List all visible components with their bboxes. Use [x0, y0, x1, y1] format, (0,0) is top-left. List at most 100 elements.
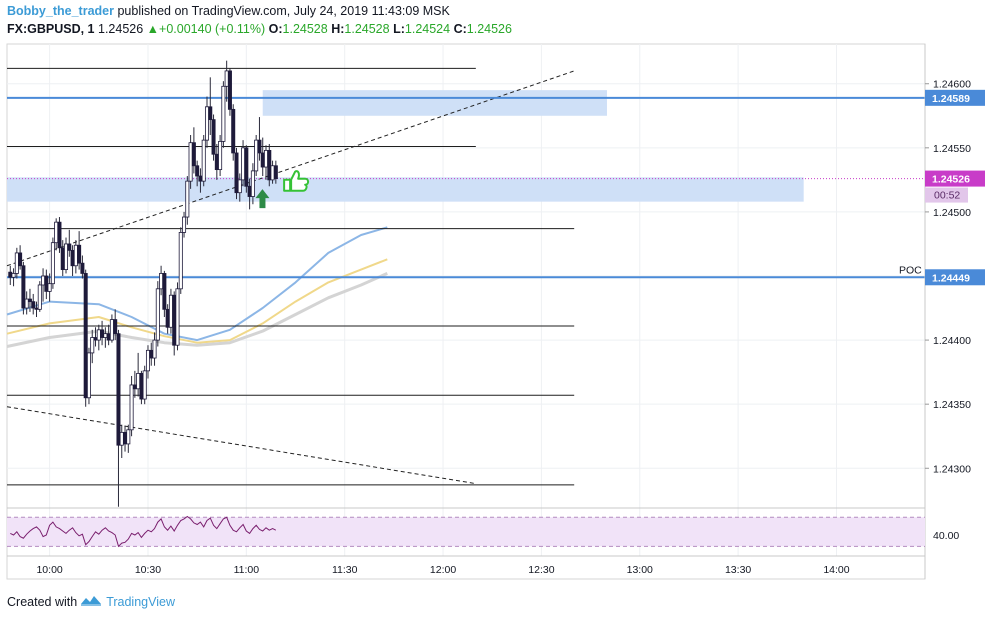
candle-body	[103, 333, 108, 338]
time-tick-label: 10:30	[135, 564, 161, 576]
candle-body	[139, 373, 144, 400]
price-axis[interactable]: 1.243001.243501.244001.244501.245001.245…	[924, 44, 985, 579]
price-change: +0.00140 (+0.11%)	[159, 22, 266, 36]
candle-body	[136, 373, 141, 390]
created-with-label: Created with	[7, 594, 78, 609]
candle-body	[100, 329, 105, 338]
candle-body	[208, 106, 213, 121]
candle-body	[267, 149, 272, 181]
candle-body	[237, 179, 242, 194]
candle-body	[57, 221, 62, 249]
candle-body	[83, 273, 88, 399]
oscillator-line	[10, 515, 277, 548]
time-axis[interactable]: 10:00 10:30 11:00 11:30 12:00 12:30 13:00 13:30…	[7, 555, 925, 576]
candle-body	[64, 243, 69, 270]
oscillator-band	[7, 517, 925, 547]
candle-body	[73, 244, 78, 267]
time-tick-label: 14:00	[823, 564, 849, 576]
candle-body	[96, 329, 101, 341]
candle-body	[93, 337, 98, 341]
candle-body	[201, 139, 206, 182]
open-label: O:	[268, 22, 283, 36]
symbol-name[interactable]: FX:GBPUSD, 1	[7, 22, 95, 36]
annotations	[255, 170, 310, 209]
candle-body	[175, 288, 180, 346]
candle-body	[149, 349, 154, 359]
trend-line[interactable]	[6, 406, 476, 485]
candle-body	[41, 275, 46, 286]
supply-demand-zone	[7, 177, 804, 202]
close-value: 1.24526	[466, 22, 512, 36]
candle-body	[273, 165, 278, 179]
level-price-tag-label: 1.24589	[932, 93, 970, 105]
thumbs-up-icon	[283, 170, 310, 192]
candle-body	[188, 142, 193, 182]
moving-average-fast	[6, 226, 388, 342]
candle-body	[8, 271, 13, 278]
level-price-tag	[925, 89, 985, 106]
candle-body	[129, 384, 134, 431]
price-tick-label: 1.24600	[933, 79, 971, 91]
high-label: H:	[331, 22, 345, 36]
moving-average-slow	[6, 272, 388, 348]
candle-body	[106, 333, 111, 341]
author-username[interactable]: Bobby_the_trader	[7, 4, 114, 18]
candle-body	[191, 142, 196, 167]
level-price-tag-label: 1.24449	[932, 272, 970, 284]
candle-body	[70, 249, 75, 267]
candle-body	[67, 243, 72, 251]
chart-frame	[6, 43, 926, 580]
level-price-tag	[925, 269, 985, 286]
time-tick-label: 12:00	[430, 564, 456, 576]
candle-body	[195, 165, 200, 177]
candle-body	[145, 349, 150, 372]
tradingview-link[interactable]: TradingView	[106, 594, 175, 609]
candle-body	[50, 242, 55, 285]
candle-body	[260, 152, 265, 168]
footer: Created with TradingView	[7, 594, 175, 609]
candle-body	[155, 288, 160, 341]
candle-body	[14, 252, 19, 274]
candle-body	[214, 153, 219, 171]
time-tick-label: 13:30	[725, 564, 751, 576]
candle-body	[221, 85, 226, 142]
candle-body	[241, 147, 246, 181]
symbol-legend: FX:GBPUSD, 1 1.24526 ▲+0.00140 (+0.11%) …	[7, 22, 512, 36]
candle-body	[264, 149, 269, 168]
price-tick-label: 1.24350	[933, 399, 971, 411]
candle-body	[132, 384, 137, 390]
candle-body	[119, 431, 124, 446]
supply-demand-zone	[262, 90, 607, 116]
candle-body	[211, 119, 216, 155]
price-tick-label: 1.24500	[933, 207, 971, 219]
candle-body	[54, 221, 59, 244]
trend-line[interactable]	[6, 70, 575, 267]
candle-body	[44, 275, 49, 292]
candle-body	[27, 298, 32, 303]
candle-body	[185, 180, 190, 218]
moving-average-mid	[6, 258, 388, 344]
price-tick-label: 1.24550	[933, 143, 971, 155]
candle-body	[227, 70, 232, 110]
up-arrow-icon	[255, 189, 270, 209]
candle-body	[178, 232, 183, 290]
candle-body	[21, 265, 26, 309]
candle-body	[18, 252, 23, 267]
last-price-value: 1.24526	[98, 22, 144, 36]
last-price-tag-label: 1.24526	[932, 174, 970, 186]
candle-body	[257, 139, 262, 154]
candle-body	[90, 337, 95, 354]
candles	[8, 60, 278, 507]
candle-body	[86, 352, 91, 399]
candle-body	[123, 431, 128, 445]
time-tick-label: 10:00	[36, 564, 62, 576]
candle-body	[182, 216, 187, 233]
oscillator-tick-label: 40.00	[933, 530, 959, 542]
candle-body	[47, 283, 52, 292]
candle-body	[168, 294, 173, 328]
last-price-tag	[925, 170, 985, 187]
high-value: 1.24528	[344, 22, 390, 36]
candle-body	[254, 139, 259, 172]
candle-body	[165, 308, 170, 328]
